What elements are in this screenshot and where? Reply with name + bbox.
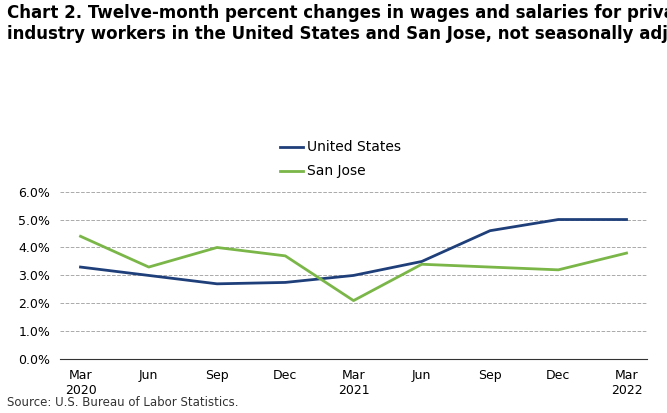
San Jose <box>418 262 426 267</box>
San Jose <box>213 245 221 250</box>
Text: United States: United States <box>307 140 401 154</box>
Line: San Jose: San Jose <box>81 236 626 301</box>
United States <box>77 265 85 270</box>
Text: San Jose: San Jose <box>307 164 366 178</box>
United States <box>554 217 562 222</box>
San Jose <box>554 267 562 272</box>
United States <box>213 281 221 286</box>
United States <box>281 280 289 285</box>
Text: Chart 2. Twelve-month percent changes in wages and salaries for private
industry: Chart 2. Twelve-month percent changes in… <box>7 4 667 43</box>
Text: Source: U.S. Bureau of Labor Statistics.: Source: U.S. Bureau of Labor Statistics. <box>7 396 238 409</box>
Line: United States: United States <box>81 220 626 284</box>
United States <box>145 273 153 278</box>
United States <box>418 259 426 264</box>
United States <box>350 273 358 278</box>
San Jose <box>486 265 494 270</box>
San Jose <box>145 265 153 270</box>
San Jose <box>350 298 358 303</box>
San Jose <box>77 234 85 239</box>
San Jose <box>281 254 289 259</box>
San Jose <box>622 251 630 256</box>
United States <box>622 217 630 222</box>
United States <box>486 228 494 233</box>
